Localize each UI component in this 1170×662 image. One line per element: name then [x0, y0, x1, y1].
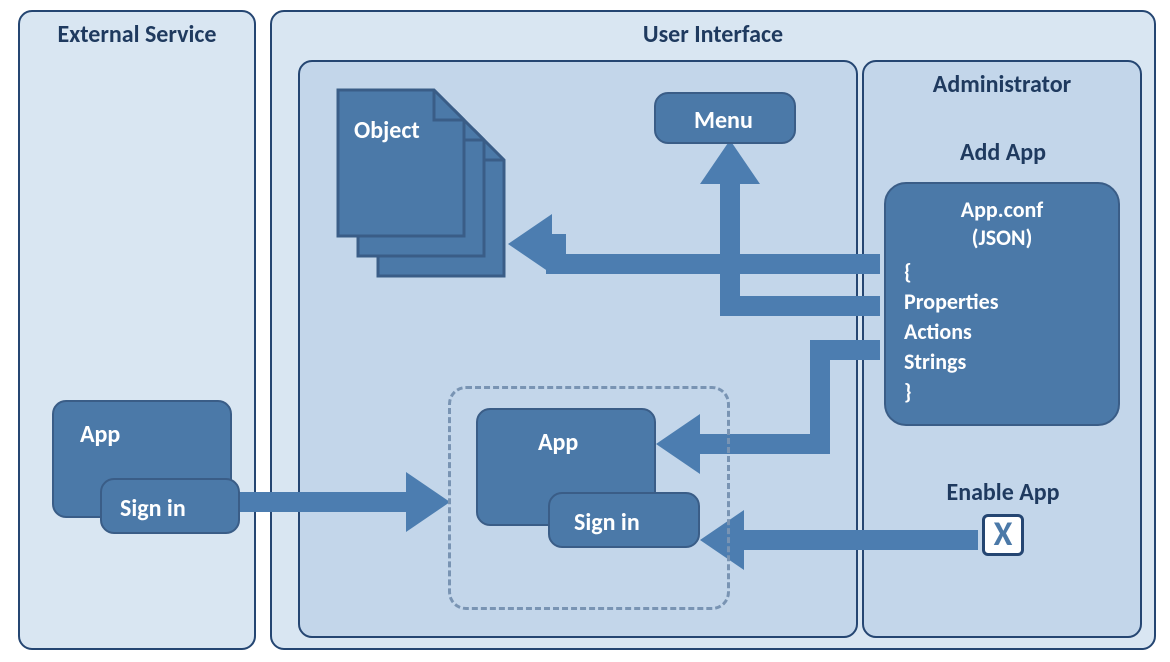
external-signin-node: Sign in	[100, 478, 240, 534]
checkbox-x-icon: X	[994, 518, 1013, 552]
user-interface-title: User Interface	[272, 20, 1154, 49]
object-label: Object	[354, 116, 420, 145]
appconf-line-2: {	[904, 258, 912, 285]
menu-label: Menu	[694, 106, 753, 135]
external-service-title: External Service	[20, 20, 254, 49]
external-signin-label: Sign in	[120, 494, 186, 523]
administrator-title: Administrator	[864, 70, 1140, 99]
inner-signin-node: Sign in	[548, 492, 700, 548]
enable-app-label: Enable App	[918, 478, 1088, 507]
external-app-label: App	[80, 420, 120, 449]
external-service-panel: External Service	[18, 10, 256, 650]
appconf-node: App.conf (JSON) { Properties Actions Str…	[884, 182, 1120, 426]
appconf-line-5: Strings	[904, 348, 966, 375]
appconf-line-0: App.conf	[886, 196, 1118, 223]
appconf-line-1: (JSON)	[886, 224, 1118, 251]
enable-app-checkbox[interactable]: X	[982, 514, 1024, 556]
appconf-line-4: Actions	[904, 318, 972, 345]
object-doc-front	[336, 88, 466, 238]
appconf-line-6: }	[904, 378, 912, 405]
inner-signin-label: Sign in	[574, 508, 640, 537]
add-app-label: Add App	[918, 138, 1088, 167]
appconf-line-3: Properties	[904, 288, 999, 315]
menu-node: Menu	[654, 92, 796, 144]
inner-app-label: App	[538, 428, 578, 457]
